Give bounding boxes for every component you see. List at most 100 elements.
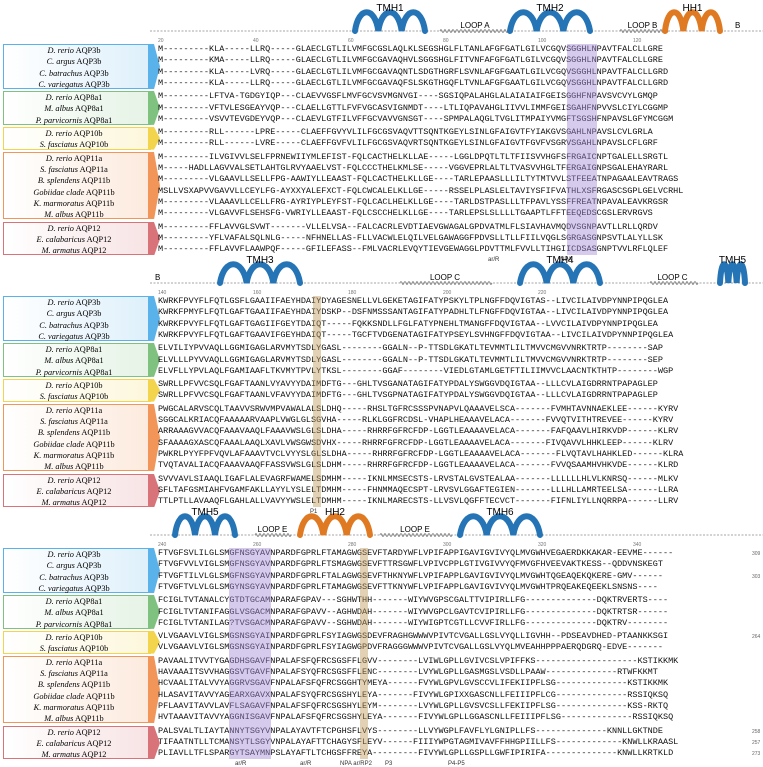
species-name: Gobiidae clade — [33, 439, 85, 449]
sequence-row: M-----HADLLAGVVALSETLAHTGLRVYAAELVST-FQL… — [158, 163, 669, 173]
species-label: S. fasciatus AQP10b — [4, 139, 144, 150]
sequence-row: SFLTAFGSMIAHFVGAMFAKLLAYYLYSLELTDMHM----… — [158, 484, 679, 495]
helix-segment: TMH5 — [172, 507, 238, 538]
gene-name: AQP12 — [75, 475, 101, 485]
species-name: K. marmoratus — [33, 450, 84, 460]
topology-track: B TMH3 LOOP C TMH4 LOOP C TMH5 — [150, 255, 763, 286]
gene-name: AQP10b — [73, 381, 103, 391]
gene-name: AQP3b — [75, 550, 101, 559]
sequence-row: FTVGFTILVLGLSMGFNSGYAVNPARDFGPRLFTALAGWG… — [158, 570, 663, 581]
sequence-row: M---------FFLAVVGLSVWT-------VLLELVSA--F… — [158, 221, 658, 232]
species-name: D. rerio — [45, 129, 72, 139]
gene-name: AQP8a1 — [75, 608, 104, 618]
sequence-row: HAVAAAITSVVHAGGSVTGAVFNPALAFSYQFRCSGSFFL… — [158, 667, 658, 677]
species-group: D. rerio AQP12 E. calabaricus AQP12 M. arm… — [3, 473, 151, 508]
species-name: C. variegatus — [38, 583, 84, 593]
topology-label: B — [155, 273, 160, 282]
group-arrow — [148, 473, 160, 508]
group-arrow — [148, 379, 160, 402]
species-name: S. fasciatus — [40, 668, 78, 678]
gene-name: AQP11b — [81, 680, 111, 690]
sequence-row: TIFAATNTLLTCMANSYTLSGYVNPALAYAFTTCHAGYSF… — [158, 736, 679, 747]
sequence-row: M---------VLGAAVLLSELLFPG-AAWIYLLEAAST-F… — [158, 174, 679, 185]
species-group: D. rerio AQP3b C. argus AQP3b C. batrachus… — [3, 548, 151, 594]
gene-name: AQP10b — [73, 129, 103, 139]
residue-annotation: P4-P5 — [448, 761, 465, 767]
position-tick: 300 — [443, 542, 452, 548]
gene-name: AQP12 — [81, 498, 107, 508]
gene-name: AQP11a — [73, 657, 103, 667]
species-label: K. marmoratus AQP11b — [4, 198, 144, 209]
species-name: D. rerio — [47, 223, 74, 233]
topology-label: LOOP B — [628, 21, 658, 30]
species-label: D. rerio AQP12 — [4, 223, 144, 234]
species-label: P. parvicornis AQP8a1 — [4, 115, 144, 126]
species-label: M. armatus AQP12 — [4, 497, 144, 508]
gene-name: AQP11a — [79, 164, 108, 174]
species-label: E. calabaricus AQP12 — [4, 738, 144, 749]
sequence-row: ELVLLLPYVVAQLLGGMIGAGLARVMYTSDLYGASL----… — [158, 354, 663, 365]
group-arrow — [148, 548, 160, 594]
position-tick: 200 — [443, 290, 452, 296]
loop-segment: LOOP E — [379, 525, 453, 537]
species-label: C. variegatus AQP3b — [4, 583, 144, 594]
helix-segment: TMH3 — [217, 255, 303, 286]
gene-name: AQP8a1 — [75, 356, 104, 366]
gene-name: AQP8a1 — [83, 115, 113, 125]
sequence-row: KWRKFPVYFLFQTLGSFLGAAIIFAEYHDAIYDYAGESNE… — [158, 296, 669, 306]
helix-segment: TMH6 — [457, 507, 543, 538]
sequence-row: KWRKFPMYFLFQTLGAFTGAAIIFAEYHDAIYDSKP--DS… — [158, 307, 669, 318]
helix-segment: TMH5 — [717, 255, 748, 286]
species-name: P. parvicornis — [35, 619, 83, 629]
species-name: M. albus — [44, 462, 74, 472]
species-group: D. rerio AQP8a1 M. albus AQP8a1 P. parvico… — [3, 595, 151, 630]
gene-name: AQP3b — [84, 583, 110, 593]
sequence-row: M---------RLL------LPRE-----CLAEFFGVYVLI… — [158, 127, 653, 138]
topology-track: TMH5 LOOP E HH2 LOOP E TMH6 — [150, 507, 763, 538]
group-arrow — [148, 221, 160, 256]
sequence-row: M---------KLA-----LLRQ-----GLAECLGTLILVM… — [158, 77, 669, 88]
species-name: D. rerio — [45, 597, 73, 607]
sequence-row: ELVILIYPVVAQLLGGMIGAGLARVMYTSDLYGASL----… — [158, 343, 663, 354]
species-label: C. variegatus AQP3b — [4, 79, 144, 90]
species-group: D. rerio AQP12 E. calabaricus AQP12 M. arm… — [3, 221, 151, 256]
sequence-row: FTVGFSVLILGLSMGFNSGYAVNPARDFGPRLFTAMAGWG… — [158, 548, 674, 558]
sequence-row: M---------VLGAVVFLSEHSFG-VWRIYLLEAAST-FQ… — [158, 208, 653, 219]
species-name: M. armatus — [41, 246, 80, 256]
topology-label: TMH2 — [536, 3, 564, 14]
species-label: M. albus AQP11b — [4, 461, 144, 472]
species-label: K. marmoratus AQP11b — [4, 702, 144, 713]
species-group: D. rerio AQP8a1 M. albus AQP8a1 P. parvico… — [3, 91, 151, 126]
species-label: D. rerio AQP11a — [4, 405, 144, 416]
sequence-end-number: 309 — [752, 551, 761, 557]
position-tick: 260 — [253, 542, 262, 548]
sequence-row: FCIGLTVTANALCYGTDTGCAMNPARAFGPAV---SGHWT… — [158, 595, 669, 606]
group-arrow — [148, 127, 160, 150]
species-label: S. fasciatus AQP11a — [4, 416, 144, 427]
gene-name: AQP12 — [75, 727, 101, 737]
species-name: S. fasciatus — [40, 164, 78, 174]
species-label: Gobiidae clade AQP11b — [4, 439, 144, 450]
sequence-row: VLVGAAVLVIGLSMGSNSGYAINPARDFGPRLFSYIAGWG… — [158, 631, 669, 642]
species-label: B. splendens AQP11b — [4, 175, 144, 186]
species-name: S. fasciatus — [40, 416, 78, 426]
gene-name: AQP11b — [85, 187, 115, 197]
group-arrow — [148, 91, 160, 126]
topology-label: TMH3 — [246, 255, 274, 266]
residue-annotation: NPA — [560, 257, 572, 264]
sequence-row: SFAAAAGXASCQFAAALAAQLXAVLVWSGWSDVHX-----… — [158, 437, 674, 448]
species-label: E. calabaricus AQP12 — [4, 234, 144, 245]
species-name: D. rerio — [45, 345, 73, 355]
position-tick: 60 — [348, 38, 354, 44]
species-name: D. rerio — [45, 405, 73, 415]
position-tick: 120 — [633, 38, 642, 44]
gene-name: AQP8a1 — [83, 367, 113, 377]
species-name: C. argus — [46, 57, 75, 67]
species-label: D. rerio AQP10b — [4, 380, 144, 391]
sequence-row: FTVGFTVLVLGLSMGYNSGYAVNPARDFGPRLFTAMAGWG… — [158, 581, 658, 592]
gene-name: AQP11a — [73, 405, 103, 415]
loop-segment: LOOP A — [439, 21, 513, 33]
gene-name: AQP3b — [76, 561, 102, 571]
group-arrow — [148, 631, 160, 654]
loop-segment: LOOP E — [254, 525, 292, 537]
